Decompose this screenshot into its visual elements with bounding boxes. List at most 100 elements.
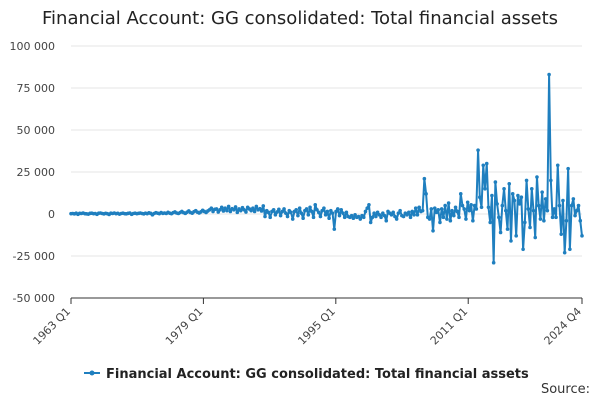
data-point[interactable] bbox=[316, 210, 321, 215]
data-point[interactable] bbox=[361, 215, 366, 220]
data-point[interactable] bbox=[484, 161, 489, 166]
data-point[interactable] bbox=[278, 213, 283, 218]
data-point[interactable] bbox=[296, 213, 300, 218]
data-point[interactable] bbox=[497, 215, 501, 220]
data-point[interactable] bbox=[282, 207, 286, 211]
data-point[interactable] bbox=[467, 208, 472, 213]
data-point[interactable] bbox=[367, 202, 371, 207]
data-point[interactable] bbox=[277, 207, 281, 212]
data-point[interactable] bbox=[280, 209, 285, 214]
data-point[interactable] bbox=[458, 192, 463, 196]
data-point[interactable] bbox=[580, 234, 584, 238]
data-point[interactable] bbox=[519, 195, 524, 199]
data-point[interactable] bbox=[564, 218, 569, 223]
data-point[interactable] bbox=[329, 208, 333, 213]
data-point[interactable] bbox=[252, 209, 257, 214]
data-point[interactable] bbox=[568, 247, 572, 252]
data-point[interactable] bbox=[474, 207, 479, 211]
data-point[interactable] bbox=[498, 230, 503, 235]
data-point[interactable] bbox=[490, 193, 494, 198]
data-point[interactable] bbox=[491, 260, 496, 265]
data-point[interactable] bbox=[358, 217, 363, 221]
data-point[interactable] bbox=[453, 205, 458, 210]
data-point[interactable] bbox=[225, 208, 229, 213]
data-point[interactable] bbox=[483, 187, 487, 191]
data-point[interactable] bbox=[521, 247, 525, 252]
data-point[interactable] bbox=[452, 213, 456, 218]
data-point[interactable] bbox=[381, 211, 385, 215]
data-point[interactable] bbox=[261, 204, 266, 208]
data-point[interactable] bbox=[209, 206, 214, 210]
data-point[interactable] bbox=[337, 213, 342, 218]
data-point[interactable] bbox=[334, 209, 338, 214]
data-point[interactable] bbox=[389, 213, 394, 217]
data-point[interactable] bbox=[424, 192, 428, 196]
data-point[interactable] bbox=[244, 210, 248, 214]
data-point[interactable] bbox=[382, 213, 387, 218]
data-point[interactable] bbox=[510, 192, 515, 196]
data-point[interactable] bbox=[289, 210, 293, 215]
data-point[interactable] bbox=[575, 208, 579, 213]
data-point[interactable] bbox=[218, 208, 222, 212]
data-point[interactable] bbox=[529, 187, 534, 191]
data-point[interactable] bbox=[432, 206, 437, 210]
data-point[interactable] bbox=[344, 210, 349, 215]
data-point[interactable] bbox=[266, 210, 271, 215]
data-point[interactable] bbox=[555, 163, 560, 168]
data-point[interactable] bbox=[443, 203, 447, 208]
data-point[interactable] bbox=[299, 211, 304, 215]
data-point[interactable] bbox=[434, 210, 439, 215]
data-point[interactable] bbox=[503, 208, 508, 213]
data-point[interactable] bbox=[221, 209, 226, 213]
data-point[interactable] bbox=[375, 210, 380, 215]
data-point[interactable] bbox=[339, 208, 344, 212]
data-point[interactable] bbox=[471, 218, 475, 223]
data-point[interactable] bbox=[323, 213, 328, 217]
data-point[interactable] bbox=[557, 203, 562, 208]
data-point[interactable] bbox=[465, 200, 470, 205]
data-point[interactable] bbox=[391, 210, 395, 215]
data-point[interactable] bbox=[540, 190, 544, 194]
source-label[interactable]: Source: bbox=[541, 382, 590, 397]
data-point[interactable] bbox=[476, 148, 480, 152]
data-point[interactable] bbox=[535, 175, 539, 179]
data-point[interactable] bbox=[542, 218, 546, 223]
data-point[interactable] bbox=[578, 218, 583, 223]
data-point[interactable] bbox=[549, 178, 553, 183]
data-point[interactable] bbox=[514, 234, 518, 238]
data-point[interactable] bbox=[427, 217, 432, 221]
data-point[interactable] bbox=[396, 211, 401, 215]
data-point[interactable] bbox=[526, 207, 531, 211]
data-point[interactable] bbox=[349, 213, 354, 218]
data-point[interactable] bbox=[488, 220, 492, 225]
data-point[interactable] bbox=[285, 214, 290, 219]
data-point[interactable] bbox=[439, 207, 444, 211]
data-point[interactable] bbox=[228, 209, 233, 214]
data-point[interactable] bbox=[330, 211, 335, 215]
data-point[interactable] bbox=[486, 205, 491, 210]
data-point[interactable] bbox=[448, 218, 453, 223]
data-point[interactable] bbox=[481, 163, 486, 168]
data-point[interactable] bbox=[422, 176, 427, 181]
data-point[interactable] bbox=[372, 211, 376, 215]
data-point[interactable] bbox=[469, 202, 473, 207]
data-point[interactable] bbox=[271, 208, 276, 212]
data-point[interactable] bbox=[495, 202, 499, 206]
data-point[interactable] bbox=[576, 203, 581, 208]
data-point[interactable] bbox=[472, 203, 477, 208]
data-point[interactable] bbox=[561, 198, 565, 203]
data-point[interactable] bbox=[259, 209, 264, 213]
data-point[interactable] bbox=[547, 72, 551, 77]
data-point[interactable] bbox=[500, 203, 505, 208]
data-point[interactable] bbox=[342, 215, 347, 220]
data-point[interactable] bbox=[275, 210, 279, 214]
data-point[interactable] bbox=[313, 202, 318, 207]
data-point[interactable] bbox=[562, 250, 567, 255]
data-point[interactable] bbox=[566, 166, 570, 171]
data-point[interactable] bbox=[464, 217, 468, 221]
data-point[interactable] bbox=[320, 208, 324, 213]
data-point[interactable] bbox=[368, 220, 373, 225]
data-point[interactable] bbox=[509, 239, 513, 243]
data-point[interactable] bbox=[304, 207, 309, 211]
data-point[interactable] bbox=[294, 208, 298, 212]
